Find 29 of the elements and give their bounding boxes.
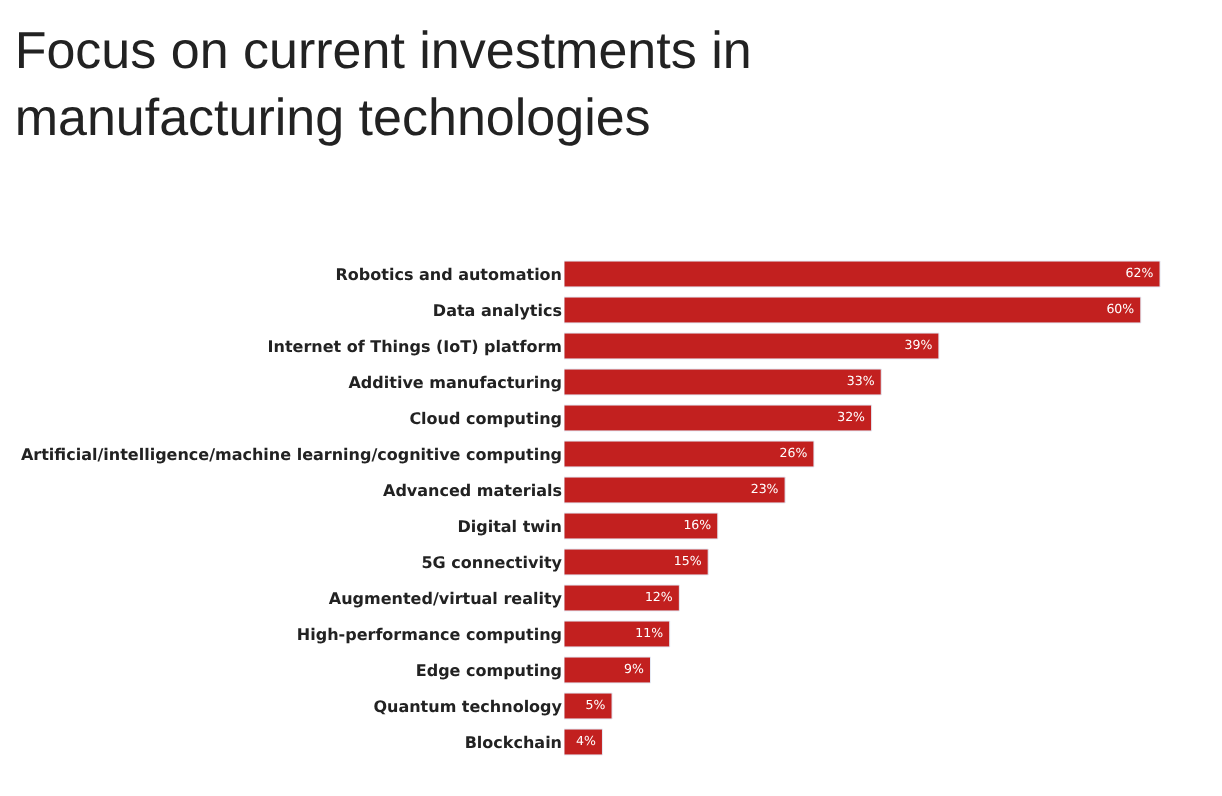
y-tick-label: Edge computing [415,661,563,680]
bar [564,296,1142,324]
y-tick-label: Artificial/intelligence/machine learning/cognitive computing [20,445,563,464]
y-tick-label: Quantum technology [373,697,564,716]
y-tick-label: High-performance computing [296,625,563,644]
bar [564,584,680,612]
y-tick-label: Advanced materials [383,481,563,500]
y-tick-label: Robotics and automation [335,265,563,284]
bar [564,512,719,540]
y-tick-label: Internet of Things (IoT) platform [267,337,562,356]
bar [564,404,873,432]
bar [564,548,709,576]
y-tick-label: 5G connectivity [421,553,564,572]
y-tick-label: Data analytics [432,301,563,320]
bar [564,368,882,396]
bar [564,476,786,504]
bar [564,656,652,684]
y-tick-label: Augmented/virtual reality [328,589,564,608]
chart-title: Focus on current investments in manufacturing technologies [14,19,752,148]
y-tick-label: Digital twin [457,517,563,536]
bar [564,620,671,648]
y-tick-label: Blockchain [464,733,563,752]
bar [564,728,603,756]
bar [564,440,815,468]
bar [564,260,1161,288]
bar [564,692,613,720]
y-tick-label: Cloud computing [409,409,563,428]
y-tick-label: Additive manufacturing [348,373,563,392]
bar [564,332,940,360]
